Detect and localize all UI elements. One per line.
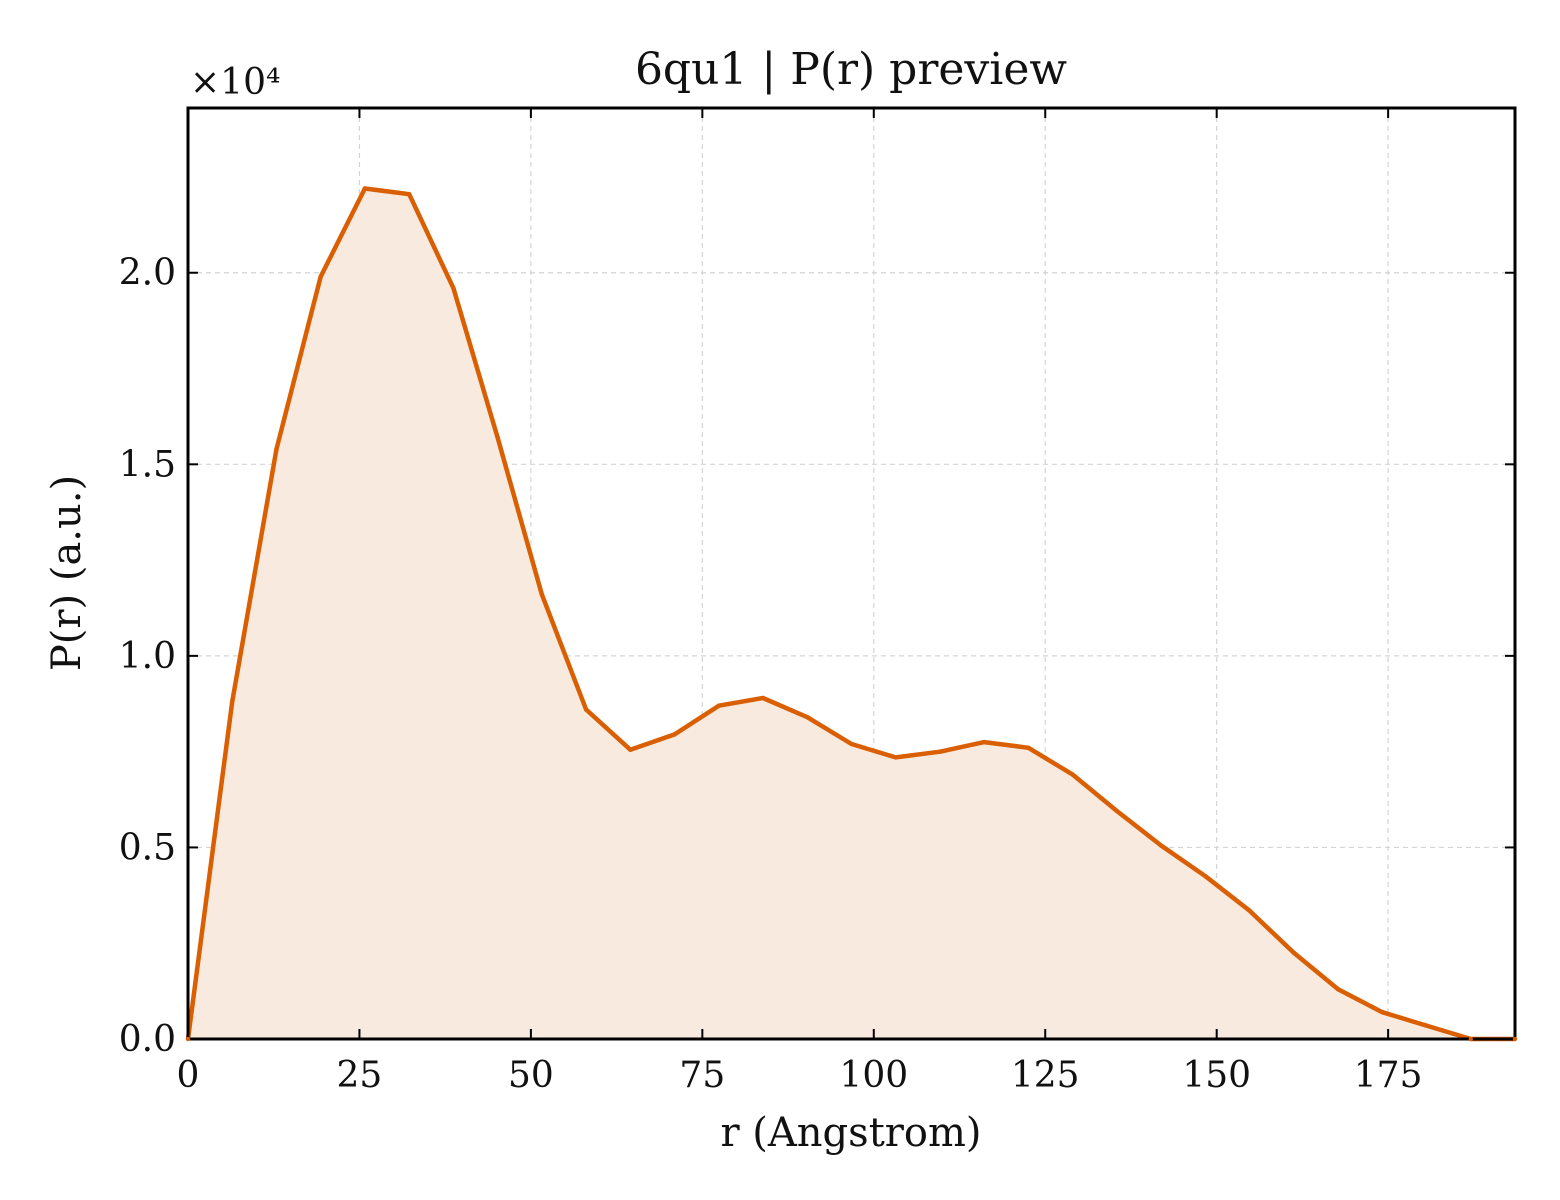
- data-point: [1070, 772, 1075, 777]
- y-tick-label: 1.0: [119, 636, 176, 677]
- x-tick-label: 150: [1182, 1055, 1251, 1096]
- data-point: [185, 1036, 191, 1042]
- data-point: [451, 285, 456, 291]
- y-tick-label: 2.0: [119, 253, 176, 294]
- x-tick-label: 175: [1354, 1055, 1423, 1096]
- y-offset-label: ×10⁴: [190, 62, 280, 103]
- x-tick-label: 75: [679, 1055, 725, 1096]
- data-point: [1247, 908, 1252, 913]
- data-point: [1114, 808, 1120, 814]
- data-point: [274, 446, 279, 452]
- x-tick-label: 125: [1011, 1055, 1080, 1096]
- data-point: [583, 707, 589, 712]
- data-point: [982, 739, 987, 745]
- data-point: [1203, 873, 1208, 879]
- ticks: 0 25 50 75 100 125 150 175 0.0 0.5 1.0 1.5 2.0: [119, 108, 1515, 1096]
- data-point: [760, 695, 766, 701]
- data-point: [1380, 1009, 1385, 1015]
- plot-frame: [186, 106, 1517, 1041]
- data-point: [1424, 1023, 1429, 1028]
- data-point: [495, 435, 500, 440]
- data-point: [1468, 1036, 1473, 1042]
- data-point: [805, 714, 810, 720]
- data-point: [628, 747, 633, 752]
- data-point: [539, 592, 545, 597]
- data-point: [672, 732, 677, 737]
- pr-area-fill: [188, 188, 1515, 1039]
- data-point: [230, 699, 235, 705]
- y-tick-label: 1.5: [119, 444, 176, 485]
- data-point: [1335, 986, 1341, 992]
- data-point: [937, 749, 943, 754]
- x-axis-label: r (Angstrom): [720, 1110, 981, 1156]
- data-point: [849, 741, 854, 747]
- x-tick-label: 25: [337, 1055, 383, 1096]
- y-axis-label: P(r) (a.u.): [44, 475, 90, 671]
- data-point: [1026, 745, 1031, 751]
- x-tick-label: 100: [839, 1055, 908, 1096]
- y-tick-label: 0.0: [119, 1019, 176, 1060]
- data-point: [1512, 1036, 1518, 1042]
- data-point: [716, 703, 721, 708]
- data-point: [1158, 843, 1164, 848]
- data-point: [893, 755, 898, 760]
- data-point: [362, 186, 368, 191]
- x-tick-label: 0: [177, 1055, 200, 1096]
- data-point: [1291, 950, 1297, 955]
- data-point: [318, 274, 323, 279]
- data-points: [185, 186, 1518, 1042]
- chart-title: 6qu1 | P(r) preview: [635, 44, 1067, 95]
- x-tick-label: 50: [508, 1055, 554, 1096]
- y-tick-label: 0.5: [119, 827, 176, 868]
- data-point: [406, 192, 412, 197]
